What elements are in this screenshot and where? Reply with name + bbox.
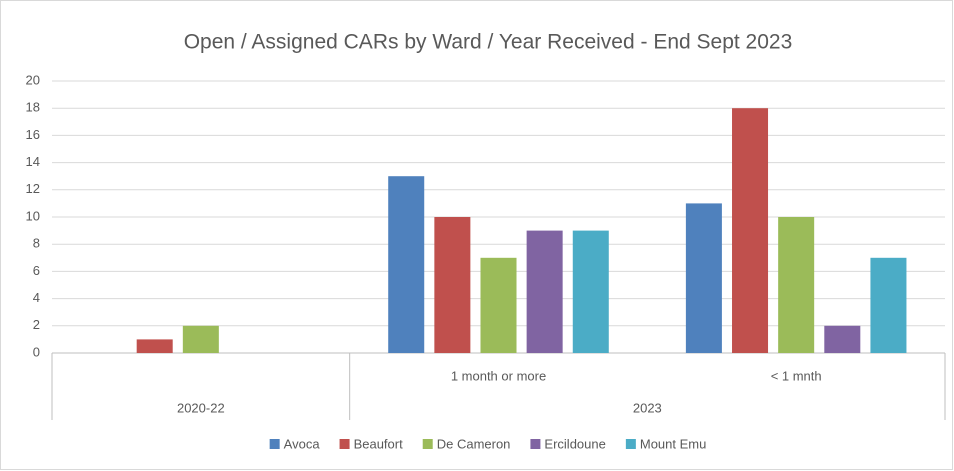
bar [870, 257, 907, 353]
bar [572, 230, 609, 353]
legend-swatch [422, 439, 433, 449]
y-tick-label: 16 [26, 127, 40, 142]
legend-label: Beaufort [354, 436, 404, 451]
legend-swatch [625, 439, 636, 449]
group-label: 2020-22 [177, 400, 225, 415]
y-tick-label: 18 [26, 100, 40, 115]
chart-title: Open / Assigned CARs by Ward / Year Rece… [184, 31, 793, 54]
y-tick-label: 14 [26, 154, 40, 169]
bar [480, 257, 517, 353]
bar [434, 217, 471, 353]
y-tick-label: 12 [26, 181, 40, 196]
legend-label: Avoca [284, 436, 321, 451]
x-tick-label: < 1 mnth [771, 368, 822, 383]
bar [526, 230, 563, 353]
x-tick-label: 1 month or more [451, 368, 546, 383]
legend-swatch [530, 439, 541, 449]
legend-swatch [269, 439, 280, 449]
y-tick-label: 2 [33, 317, 40, 332]
bar [685, 203, 722, 353]
y-tick-label: 0 [33, 344, 40, 359]
bar [388, 176, 425, 353]
bar [732, 108, 769, 353]
bar [778, 217, 815, 353]
y-tick-label: 8 [33, 236, 40, 251]
y-tick-label: 6 [33, 263, 40, 278]
y-tick-label: 4 [33, 290, 40, 305]
group-label: 2023 [633, 400, 662, 415]
legend-label: Ercildoune [544, 436, 605, 451]
legend-label: Mount Emu [640, 436, 706, 451]
y-tick-label: 20 [26, 72, 40, 87]
bar [136, 339, 173, 353]
legend-swatch [339, 439, 350, 449]
y-tick-label: 10 [26, 208, 40, 223]
bar [824, 325, 861, 353]
legend-label: De Cameron [437, 436, 511, 451]
bar [182, 325, 219, 353]
